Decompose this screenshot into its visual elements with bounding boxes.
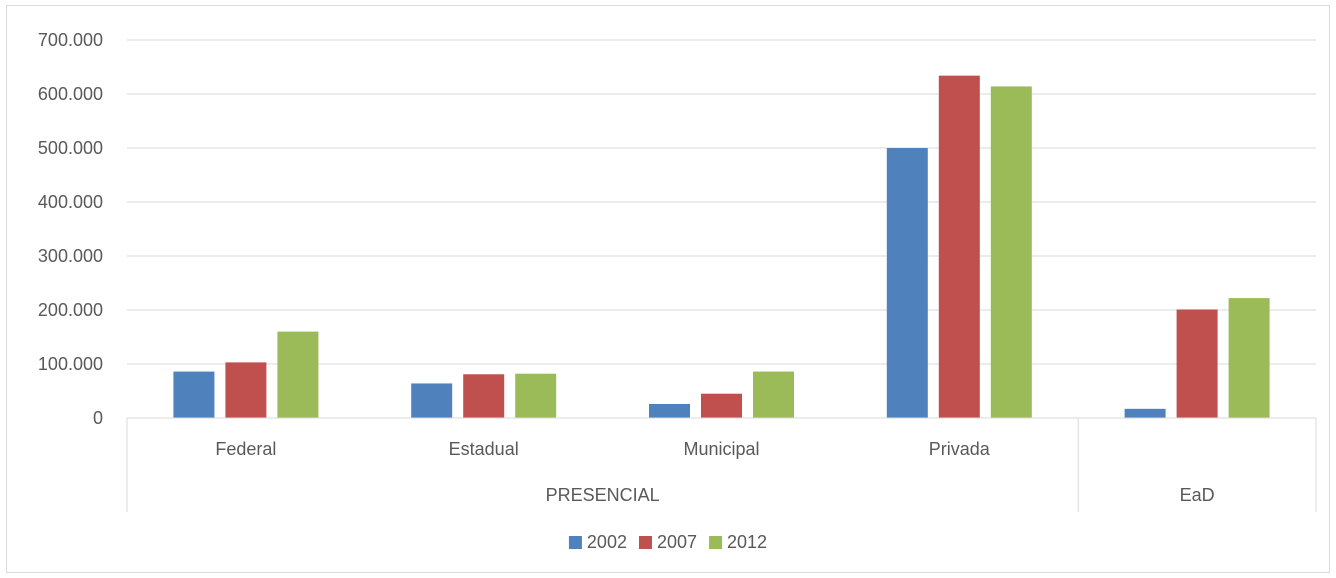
bar-2002 — [886, 148, 928, 418]
bar-2012 — [277, 331, 319, 418]
y-tick-label: 700.000 — [38, 30, 103, 50]
legend-label-2012: 2012 — [727, 532, 767, 552]
y-tick-label: 400.000 — [38, 192, 103, 212]
bar-2007 — [1176, 309, 1218, 418]
category-axis: Federal Estadual Municipal Privada PRESENCIA… — [126, 417, 1317, 512]
y-tick-label: 300.000 — [38, 246, 103, 266]
bar-2012 — [1228, 298, 1270, 418]
y-tick-label: 500.000 — [38, 138, 103, 158]
y-axis-ticks: 0 100.000 200.000 300.000 400.000 500.000 600.… — [38, 30, 103, 428]
bar-2007 — [938, 75, 980, 418]
legend-label-2007: 2007 — [657, 532, 697, 552]
bar-2002 — [411, 383, 453, 418]
legend-swatch-2012 — [709, 536, 723, 549]
bar-2002 — [173, 371, 215, 418]
legend-label-2002: 2002 — [587, 532, 627, 552]
category-label: Federal — [215, 439, 276, 459]
bar-2012 — [990, 86, 1032, 418]
y-tick-label: 600.000 — [38, 84, 103, 104]
bar-2007 — [701, 393, 742, 418]
y-tick-label: 0 — [93, 408, 103, 428]
bar-2002 — [649, 403, 690, 418]
category-label: Privada — [929, 439, 991, 459]
bar-2007 — [463, 374, 505, 418]
chart-frame — [6, 5, 1330, 573]
bar-2007 — [225, 362, 267, 418]
bar-2012 — [753, 371, 794, 418]
y-tick-label: 100.000 — [38, 354, 103, 374]
y-tick-label: 200.000 — [38, 300, 103, 320]
legend-swatch-2007 — [638, 536, 652, 549]
bars — [173, 75, 1270, 418]
group-label: EaD — [1180, 485, 1215, 505]
legend: 2002 2007 2012 — [568, 532, 767, 552]
group-label: PRESENCIAL — [546, 485, 660, 505]
category-label: Estadual — [449, 439, 519, 459]
bar-2012 — [515, 373, 557, 418]
legend-swatch-2002 — [568, 536, 582, 549]
category-label: Municipal — [683, 439, 759, 459]
bar-2002 — [1124, 408, 1166, 418]
